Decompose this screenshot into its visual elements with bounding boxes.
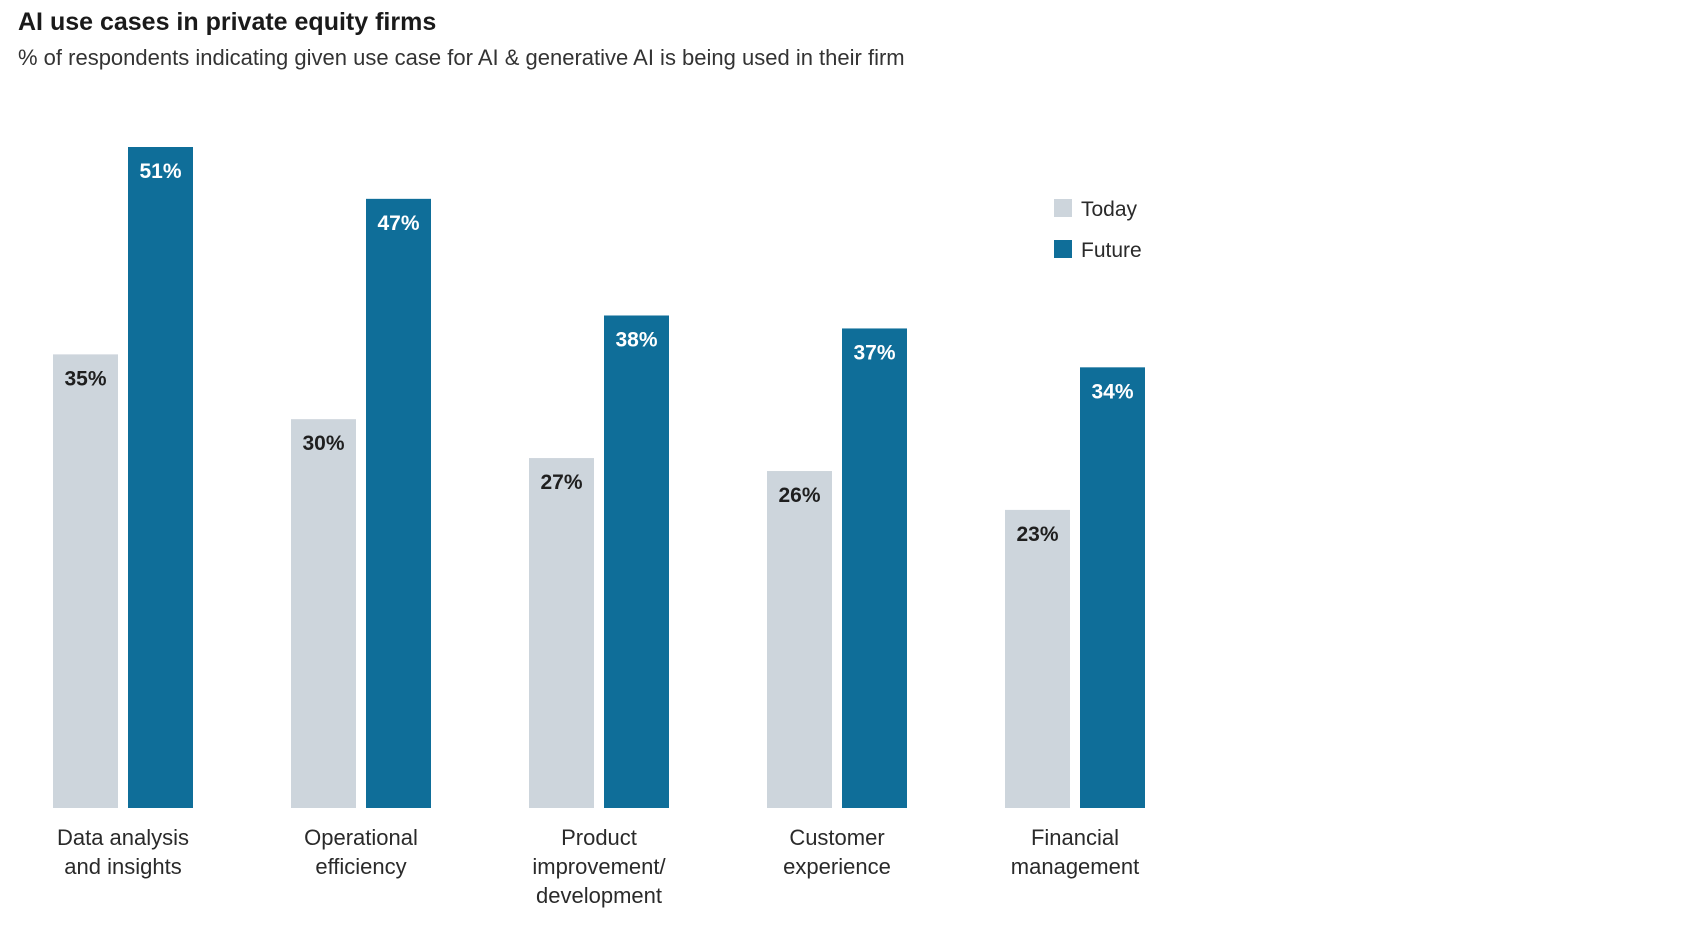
legend-swatch-future <box>1054 240 1072 258</box>
category-label-line: Data analysis <box>57 825 189 850</box>
bar-today-3 <box>529 458 594 808</box>
legend-label-today: Today <box>1081 198 1138 221</box>
category-label-4: Customer experience <box>783 825 891 879</box>
bar-today-5 <box>1005 509 1070 808</box>
category-label-line: experience <box>783 854 891 879</box>
category-label-line: improvement/ <box>532 854 666 879</box>
bar-future-2 <box>366 198 431 808</box>
category-label-5: Financial management <box>1011 825 1139 879</box>
category-label-line: Customer <box>789 825 884 850</box>
data-label-future-3: 38% <box>615 328 657 351</box>
chart-subtitle: % of respondents indicating given use ca… <box>18 45 905 70</box>
category-label-line: development <box>536 883 662 908</box>
chart-title: AI use cases in private equity firms <box>18 8 437 36</box>
data-label-today-3: 27% <box>540 471 582 494</box>
bar-labels-group: 35% 51% 30% 47% 27% 38% 26% 37% 23% 34% <box>64 160 1133 546</box>
bar-today-1 <box>53 354 118 808</box>
category-label-line: and insights <box>64 854 181 879</box>
category-labels-group: Data analysis and insights Operational effi… <box>57 825 1139 908</box>
data-label-future-2: 47% <box>377 212 419 235</box>
data-label-future-5: 34% <box>1091 380 1133 403</box>
data-label-today-2: 30% <box>302 432 344 455</box>
bar-future-5 <box>1080 367 1145 808</box>
data-label-future-4: 37% <box>853 341 895 364</box>
legend-swatch-today <box>1054 199 1072 217</box>
category-label-1: Data analysis and insights <box>57 825 189 879</box>
data-label-today-1: 35% <box>64 367 106 390</box>
data-label-today-5: 23% <box>1016 523 1058 546</box>
category-label-line: efficiency <box>315 854 406 879</box>
category-label-3: Product improvement/development <box>532 825 666 908</box>
bar-future-3 <box>604 315 669 808</box>
data-label-future-1: 51% <box>139 160 181 183</box>
bars-group <box>53 147 1145 808</box>
bar-today-2 <box>291 419 356 808</box>
category-label-line: Financial <box>1031 825 1119 850</box>
category-label-line: management <box>1011 854 1139 879</box>
bar-today-4 <box>767 471 832 808</box>
category-label-line: Operational <box>304 825 418 850</box>
bar-future-4 <box>842 328 907 808</box>
category-label-line: Product <box>561 825 637 850</box>
legend: Today Future <box>1054 198 1142 262</box>
bar-future-1 <box>128 147 193 808</box>
legend-label-future: Future <box>1081 239 1142 262</box>
category-label-2: Operational efficiency <box>304 825 418 879</box>
data-label-today-4: 26% <box>778 484 820 507</box>
